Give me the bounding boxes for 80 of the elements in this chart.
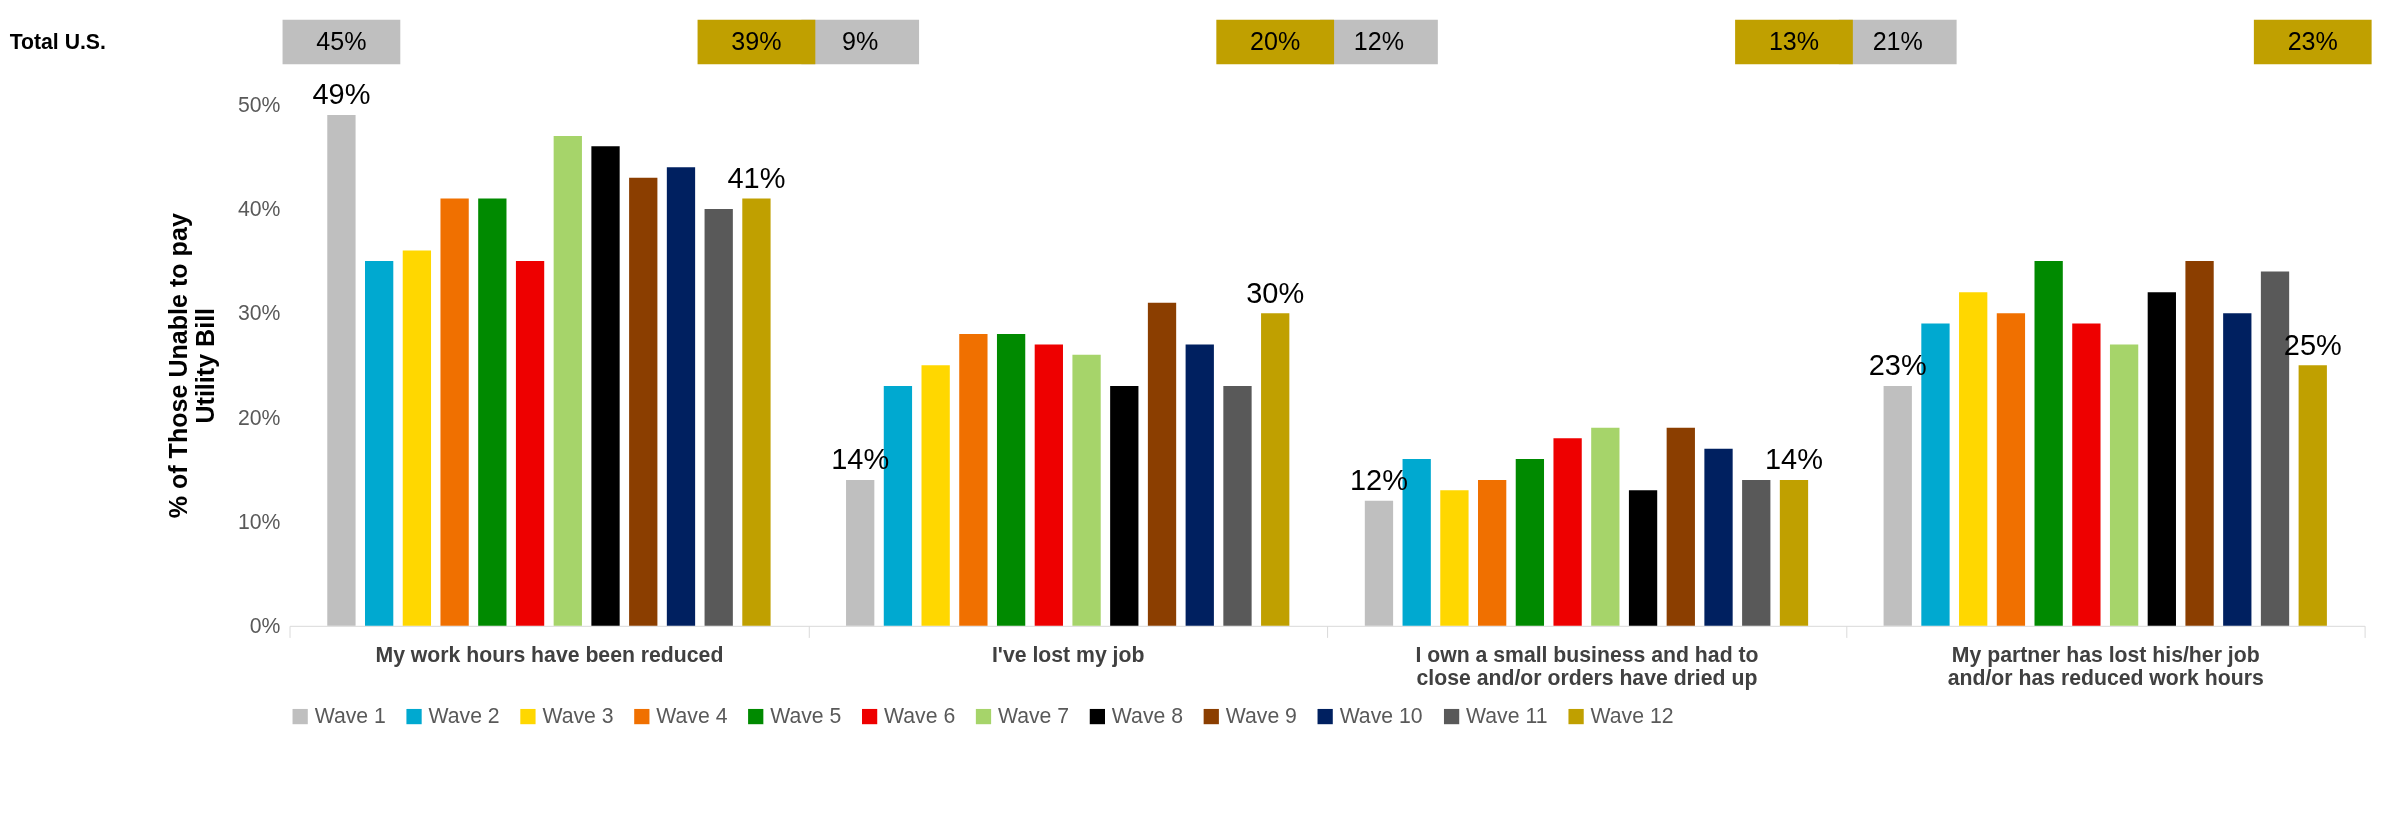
legend-label: Wave 5: [770, 704, 842, 728]
bar: [629, 177, 658, 626]
bar: [2298, 365, 2327, 626]
bar: [1959, 292, 1988, 626]
data-label: 41%: [727, 161, 786, 194]
bar: [1996, 313, 2026, 626]
bar: [1440, 490, 1469, 626]
bar: [666, 167, 696, 626]
bar: [1779, 479, 1809, 626]
bar: [1704, 448, 1733, 626]
bar: [2034, 261, 2063, 626]
text: 9%: [842, 26, 879, 55]
legend-label: Wave 12: [1590, 704, 1674, 728]
text: 39%: [731, 26, 782, 55]
y-tick-label: 50%: [237, 92, 281, 116]
bar: [2072, 323, 2101, 626]
legend-label: Wave 6: [884, 704, 956, 728]
legend-label: Wave 7: [997, 704, 1070, 728]
y-tick-label: 30%: [237, 301, 281, 325]
bar: [921, 365, 950, 626]
bar: [1261, 313, 1290, 626]
legend-label: Wave 9: [1225, 704, 1297, 728]
bar: [1110, 386, 1139, 626]
legend-label: Wave 4: [656, 704, 728, 728]
y-tick-label: 0%: [249, 614, 281, 638]
bar: [1553, 438, 1582, 626]
x-tick-label: My work hours have been reduced: [375, 643, 724, 668]
text: 45%: [316, 26, 367, 55]
bar: [959, 333, 988, 626]
legend-label: Wave 3: [542, 704, 614, 728]
bar: [1034, 344, 1063, 626]
x-tick-label: My partner has lost his/her job and/or has reduced work hours: [1947, 643, 2264, 690]
bar: [553, 135, 582, 626]
bar: [1742, 479, 1771, 626]
bar: [2223, 313, 2252, 626]
legend-label: Wave 11: [1466, 704, 1548, 728]
bar: [1223, 386, 1252, 626]
y-axis-title: % of Those Unable to pay Utility Bill: [163, 213, 219, 519]
legend-label: Wave 1: [314, 704, 386, 728]
bar: [440, 198, 469, 626]
bar: [515, 261, 545, 626]
bar: [2109, 344, 2139, 626]
bar: [2185, 261, 2214, 626]
text: 23%: [2287, 26, 2338, 55]
text: 13%: [1768, 26, 1820, 55]
bar: [1072, 354, 1101, 626]
legend-label: Wave 10: [1339, 704, 1423, 728]
text: 12%: [1353, 26, 1405, 55]
bar: [1478, 479, 1507, 626]
bar: [846, 479, 875, 626]
data-label: 30%: [1246, 276, 1305, 309]
bar: [1591, 427, 1620, 626]
bar: [365, 261, 394, 626]
bar: [704, 208, 733, 626]
bar: [1147, 302, 1177, 626]
bar: [327, 115, 356, 626]
bar: [1883, 386, 1912, 626]
bar: [478, 198, 507, 626]
bar: [1185, 344, 1214, 626]
text: Total U.S.: [9, 29, 106, 53]
bar: [591, 146, 620, 626]
bar: [1364, 500, 1394, 626]
bar: [402, 250, 432, 626]
y-tick-label: 10%: [237, 509, 281, 533]
bar: [742, 198, 771, 626]
bar: [1628, 490, 1658, 626]
legend-label: Wave 8: [1111, 704, 1184, 728]
bar: [1666, 427, 1695, 626]
x-tick-label: I've lost my job: [991, 643, 1145, 668]
data-label: 14%: [1765, 443, 1823, 476]
data-label: 49%: [312, 78, 371, 111]
x-tick-label: I own a small business and had to close and/or orders have dried up: [1415, 643, 1759, 691]
y-tick-label: 40%: [237, 197, 281, 221]
legend-label: Wave 2: [428, 704, 500, 728]
bar: [2147, 292, 2176, 626]
text: 20%: [1250, 26, 1301, 55]
text: 21%: [1872, 26, 1923, 55]
y-tick-label: 20%: [237, 405, 281, 429]
bar: [1515, 459, 1545, 626]
bar: [996, 333, 1026, 626]
